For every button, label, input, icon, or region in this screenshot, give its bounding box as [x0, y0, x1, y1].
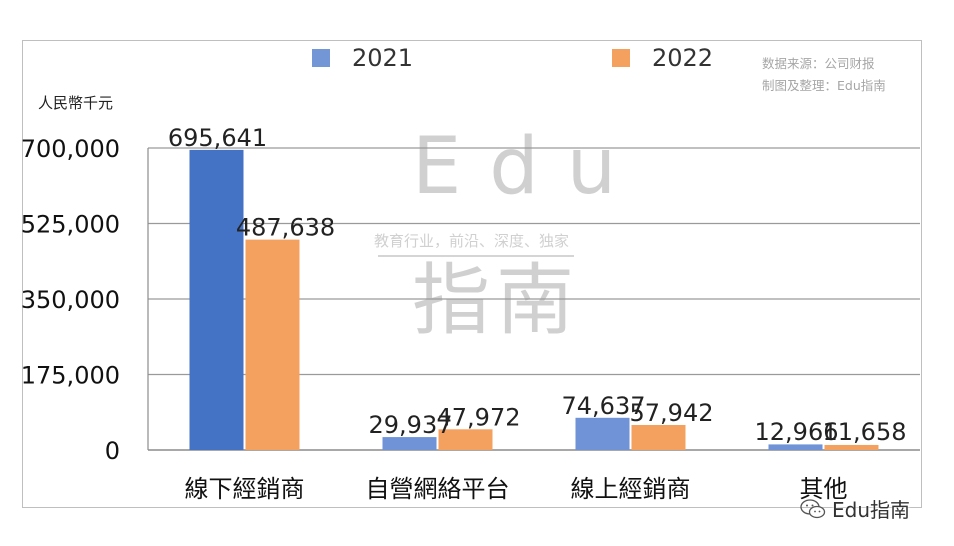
y-axis-unit-label: 人民幣千元 — [38, 94, 114, 112]
watermark-zhinan: 指南 — [412, 256, 581, 346]
y-tick-label: 350,000 — [21, 286, 120, 314]
legend-label-2022: 2022 — [652, 44, 714, 72]
data-label-2022: 57,942 — [630, 399, 714, 427]
legend-item-2021: 2021 — [312, 44, 413, 72]
watermark-edu: Edu — [412, 122, 645, 212]
bar-2021 — [575, 417, 630, 450]
data-label-2021: 12,966 — [755, 418, 839, 446]
bar-2022 — [824, 444, 879, 450]
data-label-2021: 74,637 — [562, 392, 646, 420]
legend-label-2021: 2021 — [352, 44, 414, 72]
data-label-2021: 695,641 — [168, 124, 267, 152]
bar-2022 — [438, 429, 493, 450]
data-label-2022: 11,658 — [823, 418, 907, 446]
y-tick-label: 175,000 — [21, 362, 120, 390]
x-category-label: 線下經銷商 — [185, 475, 305, 503]
source-line-1: 数据来源：公司财报 — [762, 56, 875, 71]
bar-2022 — [631, 425, 686, 450]
bar-2022 — [245, 239, 300, 450]
y-tick-label: 0 — [105, 437, 120, 465]
source-line-2: 制图及整理：Edu指南 — [762, 78, 886, 93]
wechat-icon — [800, 498, 826, 518]
watermark-tagline: 教育行业，前沿、深度、独家 — [374, 232, 570, 250]
brand-name: Edu指南 — [832, 498, 911, 522]
bar-2021 — [382, 437, 437, 450]
bar-2021 — [768, 444, 823, 450]
y-tick-label: 700,000 — [21, 135, 120, 163]
x-category-label: 自營網絡平台 — [366, 475, 510, 503]
bar-2021 — [189, 149, 244, 450]
brand-badge: Edu指南 — [800, 494, 910, 523]
legend-swatch-2022 — [612, 49, 630, 67]
data-label-2021: 29,937 — [369, 411, 453, 439]
x-category-label: 線上經銷商 — [571, 475, 691, 503]
data-label-2022: 487,638 — [236, 214, 335, 242]
legend-swatch-2021 — [312, 49, 330, 67]
watermark-divider — [378, 255, 574, 257]
x-category-label: 其他 — [800, 475, 848, 503]
legend-item-2022: 2022 — [612, 44, 713, 72]
source-note: 数据来源：公司财报 制图及整理：Edu指南 — [762, 53, 886, 97]
y-tick-label: 525,000 — [21, 211, 120, 239]
data-label-2022: 47,972 — [437, 403, 521, 431]
